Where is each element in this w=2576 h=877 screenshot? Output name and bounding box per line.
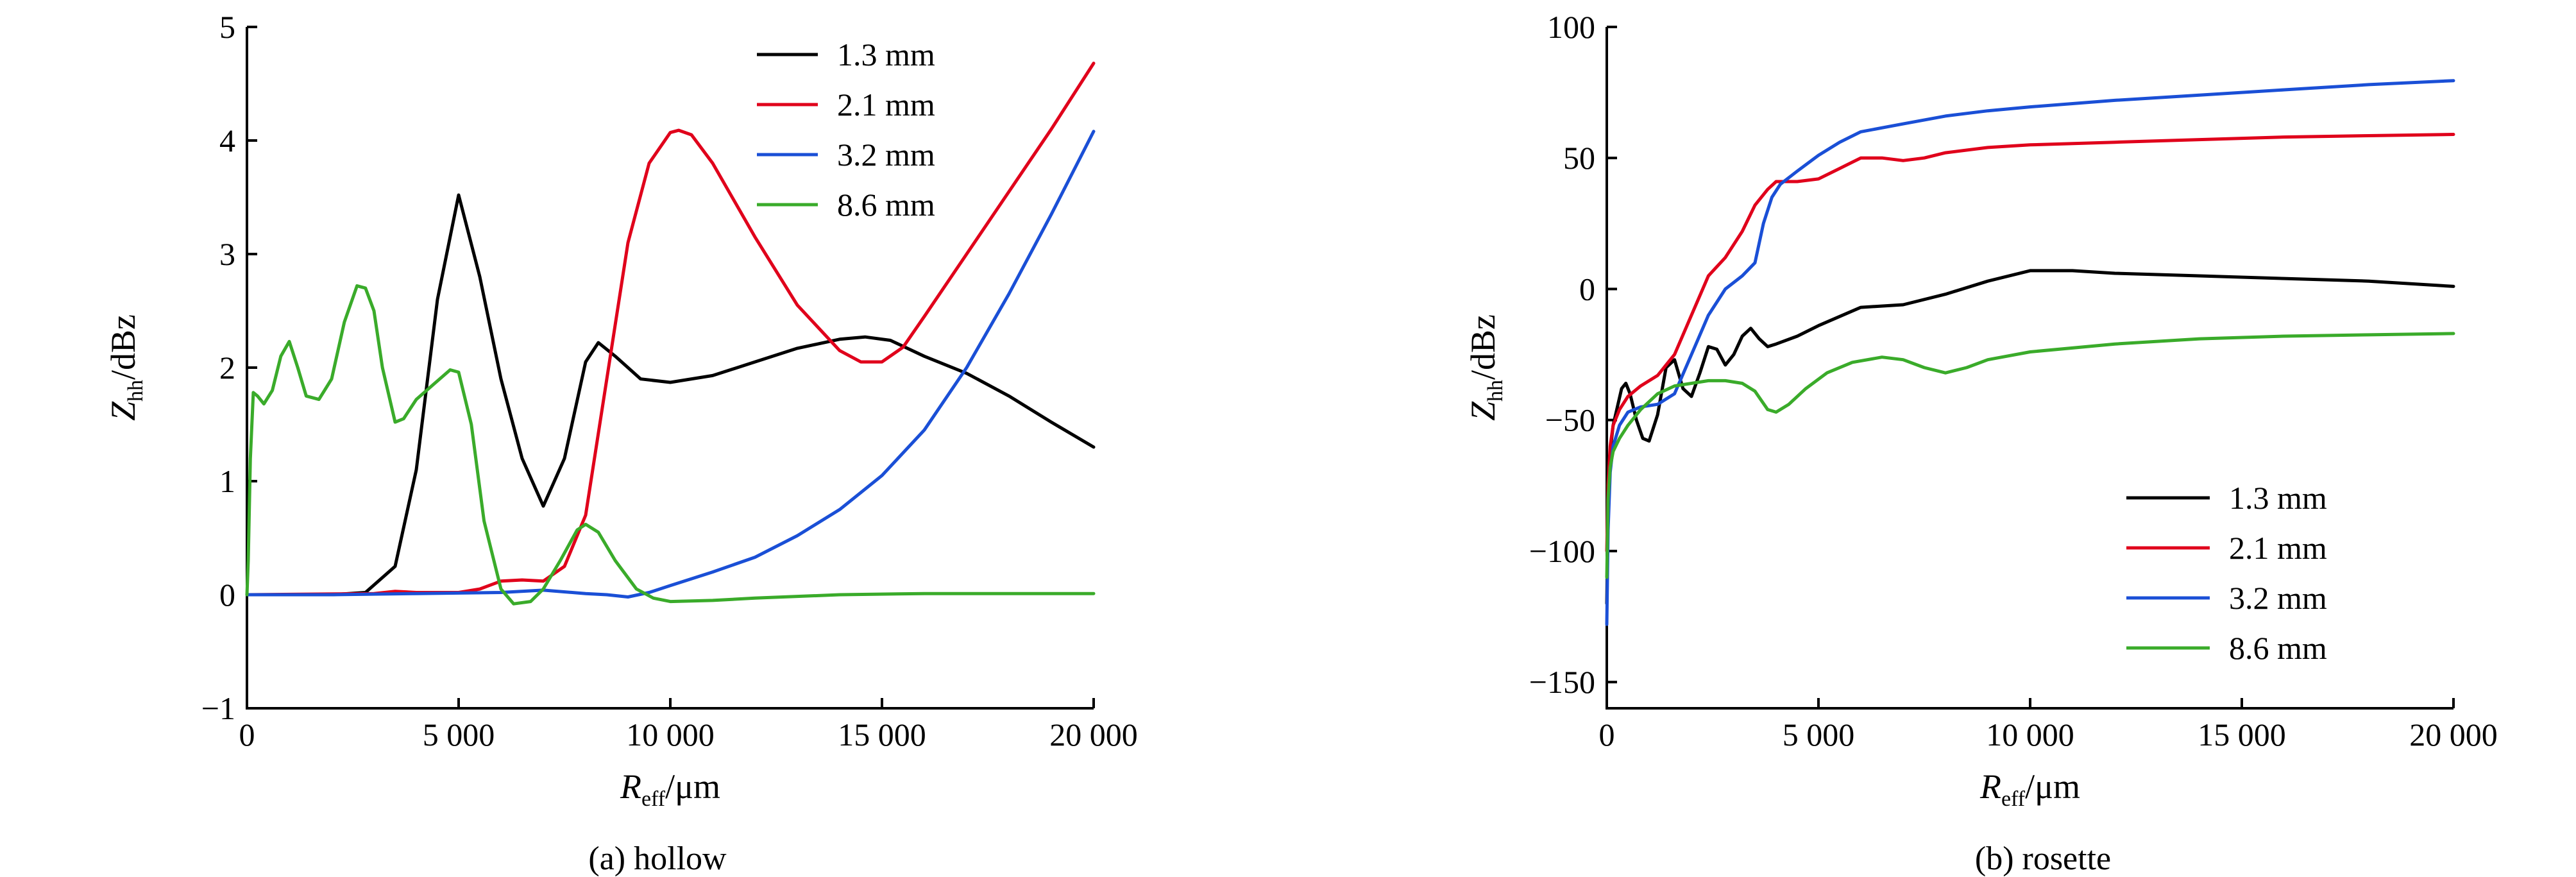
y-tick-label: −50 — [1545, 402, 1595, 438]
y-axis-title: Zhh/dBz — [104, 314, 148, 421]
panel-rosette: (b) rosette 0 5 000 10 000 15 000 20 000 −150… — [1464, 9, 2498, 877]
y-tick-label: 0 — [219, 577, 235, 613]
x-axis-title: Reff/μm — [1979, 767, 2080, 811]
y-axis-title-unit: /dBz — [1464, 314, 1502, 380]
legend-label: 2.1 mm — [837, 87, 935, 123]
x-tick-label: 5 000 — [1783, 717, 1855, 753]
x-tick-label: 20 000 — [1049, 717, 1138, 753]
series-line-3-2-mm — [1605, 79, 2455, 626]
y-axis-title-sub: hh — [124, 380, 148, 402]
series-line-1-3-mm — [245, 193, 1096, 597]
x-tick-label: 15 000 — [838, 717, 926, 753]
x-axis-title-unit: /μm — [665, 767, 720, 806]
legend: 1.3 mm 2.1 mm 3.2 mm 8.6 mm — [757, 37, 935, 223]
x-tick-label: 20 000 — [2409, 717, 2498, 753]
x-axis-title-sub: eff — [641, 787, 666, 811]
caption-hollow: (a) hollow — [588, 840, 727, 877]
x-axis-title: Reff/μm — [620, 767, 720, 811]
y-tick-label: −1 — [201, 690, 235, 726]
y-tick-label: 50 — [1563, 140, 1595, 176]
x-tick-label: 15 000 — [2198, 717, 2286, 753]
x-tick-label: 10 000 — [1986, 717, 2074, 753]
y-tick-label: −100 — [1529, 533, 1595, 569]
series-line-1-3-mm — [1605, 269, 2455, 606]
x-tick-label: 0 — [1599, 717, 1615, 753]
legend-label: 3.2 mm — [837, 137, 935, 173]
y-tick-label: 0 — [1579, 271, 1595, 307]
caption-rosette: (b) rosette — [1975, 840, 2111, 877]
legend-label: 1.3 mm — [837, 37, 935, 72]
x-tick-label: 10 000 — [626, 717, 715, 753]
legend-label: 3.2 mm — [2229, 580, 2327, 616]
series-line-8-6-mm — [245, 284, 1096, 606]
legend-label: 2.1 mm — [2229, 530, 2327, 566]
y-tick-label: 100 — [1547, 9, 1595, 45]
series-line-3-2-mm — [245, 130, 1096, 599]
series-line-8-6-mm — [1605, 332, 2455, 579]
series-line-2-1-mm — [1605, 133, 2455, 553]
x-axis-title-main: R — [1979, 767, 2001, 806]
y-axis-title: Zhh/dBz — [1464, 314, 1507, 421]
x-tick-label: 5 000 — [423, 717, 495, 753]
y-tick-label: 1 — [219, 463, 235, 499]
y-axis-title-sub: hh — [1484, 380, 1507, 402]
x-axis-title-main: R — [620, 767, 641, 806]
legend-label: 8.6 mm — [2229, 630, 2327, 666]
y-tick-label: 4 — [219, 123, 235, 158]
y-tick-label: 5 — [219, 9, 235, 45]
legend-label: 1.3 mm — [2229, 480, 2327, 516]
y-axis-title-unit: /dBz — [104, 314, 142, 380]
legend-label: 8.6 mm — [837, 187, 935, 223]
y-tick-label: −150 — [1529, 664, 1595, 700]
x-axis-title-unit: /μm — [2025, 767, 2080, 806]
series-line-2-1-mm — [245, 62, 1096, 597]
y-tick-label: 3 — [219, 236, 235, 272]
y-axis-title-main: Z — [1464, 401, 1502, 421]
legend: 1.3 mm 2.1 mm 3.2 mm 8.6 mm — [2126, 480, 2327, 666]
y-tick-label: 2 — [219, 350, 235, 386]
x-tick-label: 0 — [239, 717, 255, 753]
x-axis-title-sub: eff — [2001, 787, 2026, 811]
y-axis-title-main: Z — [104, 401, 142, 421]
